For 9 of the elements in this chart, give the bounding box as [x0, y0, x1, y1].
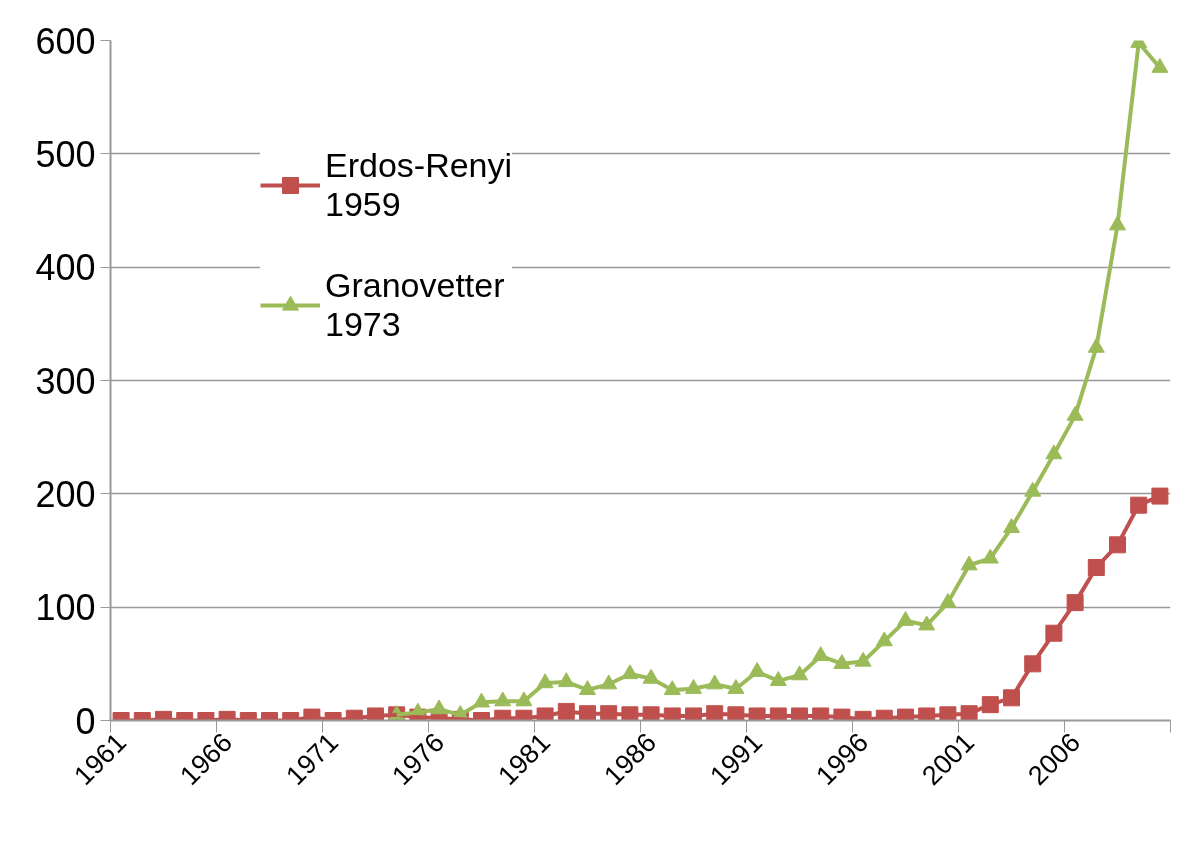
y-tick-label: 500 — [35, 133, 96, 175]
y-tick-label: 0 — [75, 700, 96, 742]
y-tick-label: 200 — [35, 473, 96, 515]
y-tick-label: 100 — [35, 587, 96, 629]
legend-label: Erdos-Renyi 1959 — [325, 145, 513, 225]
y-tick-label: 400 — [35, 247, 96, 289]
y-tick-label: 600 — [35, 20, 96, 62]
y-tick-label: 300 — [35, 360, 96, 402]
legend-label: Granovetter 1973 — [325, 265, 505, 345]
